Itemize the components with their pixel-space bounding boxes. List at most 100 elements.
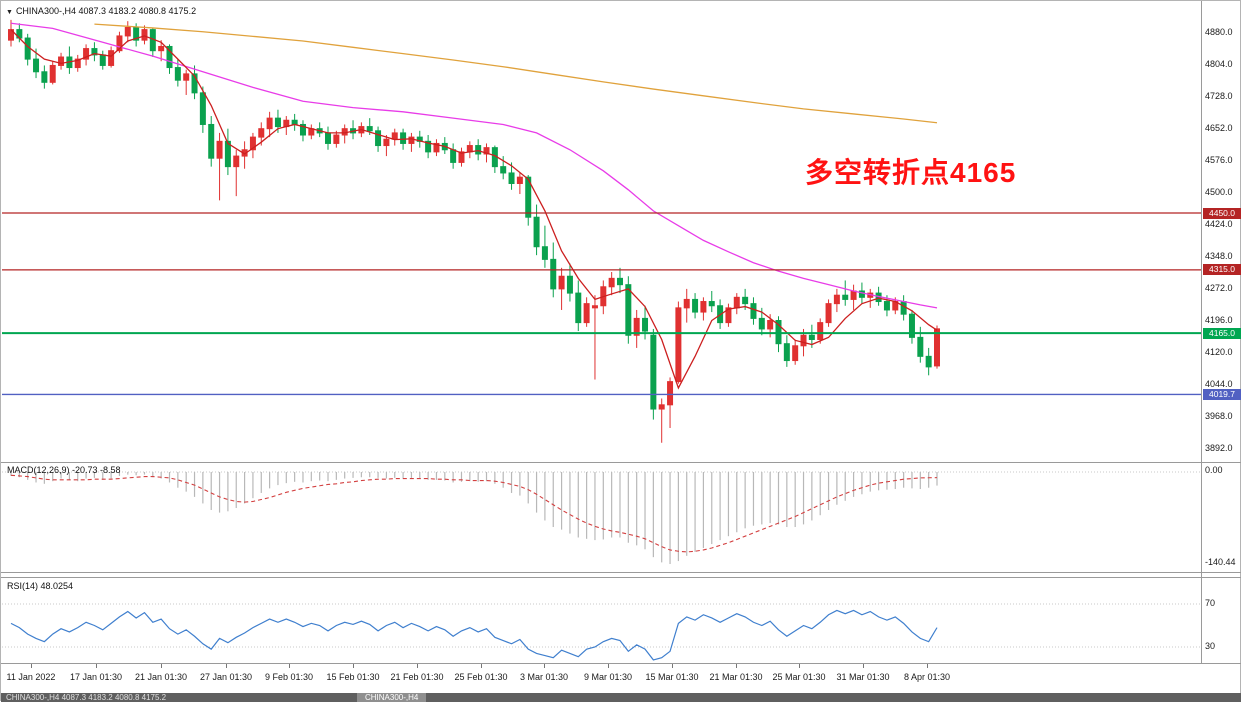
candle-bullish bbox=[516, 176, 523, 184]
price-tag-4165.0[interactable]: 4165.0 bbox=[1203, 327, 1241, 339]
candle-bullish bbox=[116, 35, 123, 52]
macd-axis-max-label: 0.00 bbox=[1205, 465, 1223, 475]
price-tag-4450.0[interactable]: 4450.0 bbox=[1203, 207, 1241, 219]
candle-bullish bbox=[725, 307, 732, 324]
candle-bullish bbox=[466, 145, 473, 153]
panel-divider bbox=[1, 577, 1241, 578]
candle-bullish bbox=[458, 151, 465, 163]
time-axis-label: 15 Feb 01:30 bbox=[326, 672, 380, 682]
time-axis-tick bbox=[927, 664, 928, 668]
candle-bearish bbox=[41, 71, 48, 83]
price-tag-4315.0[interactable]: 4315.0 bbox=[1203, 264, 1241, 276]
panel-divider bbox=[1, 462, 1241, 463]
candle-bearish bbox=[400, 132, 407, 144]
time-axis-tick bbox=[161, 664, 162, 668]
candle-bullish bbox=[675, 307, 682, 383]
price-tick-label: 4196.0 bbox=[1205, 315, 1233, 326]
candle-bearish bbox=[842, 294, 849, 300]
candle-bearish bbox=[166, 45, 173, 69]
candle-bearish bbox=[858, 290, 865, 298]
candle-bearish bbox=[708, 301, 715, 307]
candle-bullish bbox=[333, 134, 340, 144]
candle-bullish bbox=[249, 136, 256, 151]
candle-bullish bbox=[558, 275, 565, 290]
candle-bullish bbox=[683, 298, 690, 309]
candle-bullish bbox=[833, 294, 840, 305]
price-tick-label: 3892.0 bbox=[1205, 443, 1233, 454]
macd-signal-line bbox=[10, 474, 938, 553]
candle-bullish bbox=[266, 117, 273, 130]
time-axis-tick bbox=[417, 664, 418, 668]
time-axis-tick bbox=[289, 664, 290, 668]
rsi-indicator-label: RSI(14) 48.0254 bbox=[7, 581, 74, 591]
slow-ma-orange-line bbox=[94, 23, 938, 124]
panel-divider bbox=[1, 572, 1241, 573]
candle-bullish bbox=[83, 48, 90, 60]
candle-bearish bbox=[450, 149, 457, 163]
price-tick-label: 4120.0 bbox=[1205, 347, 1233, 358]
candle-bullish bbox=[700, 301, 707, 313]
rsi-level-70-label: 70 bbox=[1205, 598, 1216, 608]
time-axis-label: 21 Feb 01:30 bbox=[390, 672, 444, 682]
bottom-bar-text: CHINA300-,H4 4087.3 4183.2 4080.8 4175.2 bbox=[6, 693, 167, 702]
candle-bullish bbox=[408, 136, 415, 144]
candle-bullish bbox=[658, 404, 665, 410]
candle-bearish bbox=[91, 48, 98, 56]
time-axis-label: 8 Apr 01:30 bbox=[903, 672, 951, 682]
candlestick-chart[interactable] bbox=[1, 1, 1241, 462]
candle-bullish bbox=[583, 303, 590, 324]
price-tick-label: 4804.0 bbox=[1205, 58, 1233, 69]
rsi-chart[interactable] bbox=[1, 578, 1241, 663]
candle-bullish bbox=[216, 140, 223, 159]
candle-bearish bbox=[750, 303, 757, 319]
symbol-dropdown-icon[interactable]: ▼ bbox=[6, 9, 13, 16]
time-axis-label: 3 Mar 01:30 bbox=[519, 672, 569, 682]
candle-bullish bbox=[591, 305, 598, 309]
bottom-bar: CHINA300-,H4 4087.3 4183.2 4080.8 4175.2… bbox=[1, 693, 1241, 702]
time-axis-tick bbox=[863, 664, 864, 668]
macd-chart[interactable] bbox=[1, 463, 1241, 572]
candle-bullish bbox=[258, 128, 265, 138]
candle-bearish bbox=[775, 320, 782, 345]
price-tick-label: 4576.0 bbox=[1205, 154, 1233, 165]
candle-bullish bbox=[817, 322, 824, 340]
price-tag-4019.7[interactable]: 4019.7 bbox=[1203, 388, 1241, 400]
candle-bullish bbox=[183, 73, 190, 81]
panel-divider bbox=[1, 663, 1241, 664]
macd-axis-min-label: -140.44 bbox=[1205, 557, 1236, 567]
candle-bearish bbox=[174, 67, 181, 81]
candle-bullish bbox=[483, 147, 490, 155]
mid-ma-magenta-line bbox=[10, 22, 938, 309]
candle-bearish bbox=[783, 343, 790, 362]
chart-annotation-text[interactable]: 多空转折点4165 bbox=[805, 157, 1017, 188]
rsi-line bbox=[10, 609, 938, 661]
candle-bullish bbox=[141, 29, 148, 41]
candle-bearish bbox=[299, 123, 306, 136]
candle-bearish bbox=[475, 145, 482, 155]
time-axis-label: 27 Jan 01:30 bbox=[199, 672, 253, 682]
time-axis-label: 15 Mar 01:30 bbox=[645, 672, 699, 682]
candle-bearish bbox=[500, 166, 507, 174]
fast-ma-red-line bbox=[10, 29, 938, 390]
time-axis[interactable]: 11 Jan 2022 17 Jan 01:30 21 Jan 01:30 27 Ja… bbox=[1, 664, 1241, 691]
candle-bullish bbox=[74, 58, 81, 69]
candle-bearish bbox=[199, 92, 206, 125]
price-tick-label: 4424.0 bbox=[1205, 218, 1233, 229]
time-axis-label: 25 Feb 01:30 bbox=[454, 672, 508, 682]
candle-bearish bbox=[533, 216, 540, 248]
chart-tab[interactable]: CHINA300-,H4 bbox=[357, 693, 427, 702]
candle-bearish bbox=[642, 317, 649, 332]
candle-bullish bbox=[108, 50, 115, 66]
rsi-level-30-label: 30 bbox=[1205, 641, 1216, 651]
candle-bullish bbox=[825, 303, 832, 324]
time-axis-tick bbox=[353, 664, 354, 668]
candle-bullish bbox=[158, 45, 165, 52]
price-tick-label: 4348.0 bbox=[1205, 251, 1233, 261]
time-axis-tick bbox=[672, 664, 673, 668]
candle-bearish bbox=[925, 355, 932, 368]
time-axis-tick bbox=[226, 664, 227, 668]
candle-bearish bbox=[508, 172, 515, 184]
time-axis-tick bbox=[481, 664, 482, 668]
price-tick-label: 4728.0 bbox=[1205, 90, 1233, 101]
price-scale[interactable]: 4880.0 4804.0 4728.0 4652.0 4576.0 4500.0 4424… bbox=[1202, 1, 1241, 663]
